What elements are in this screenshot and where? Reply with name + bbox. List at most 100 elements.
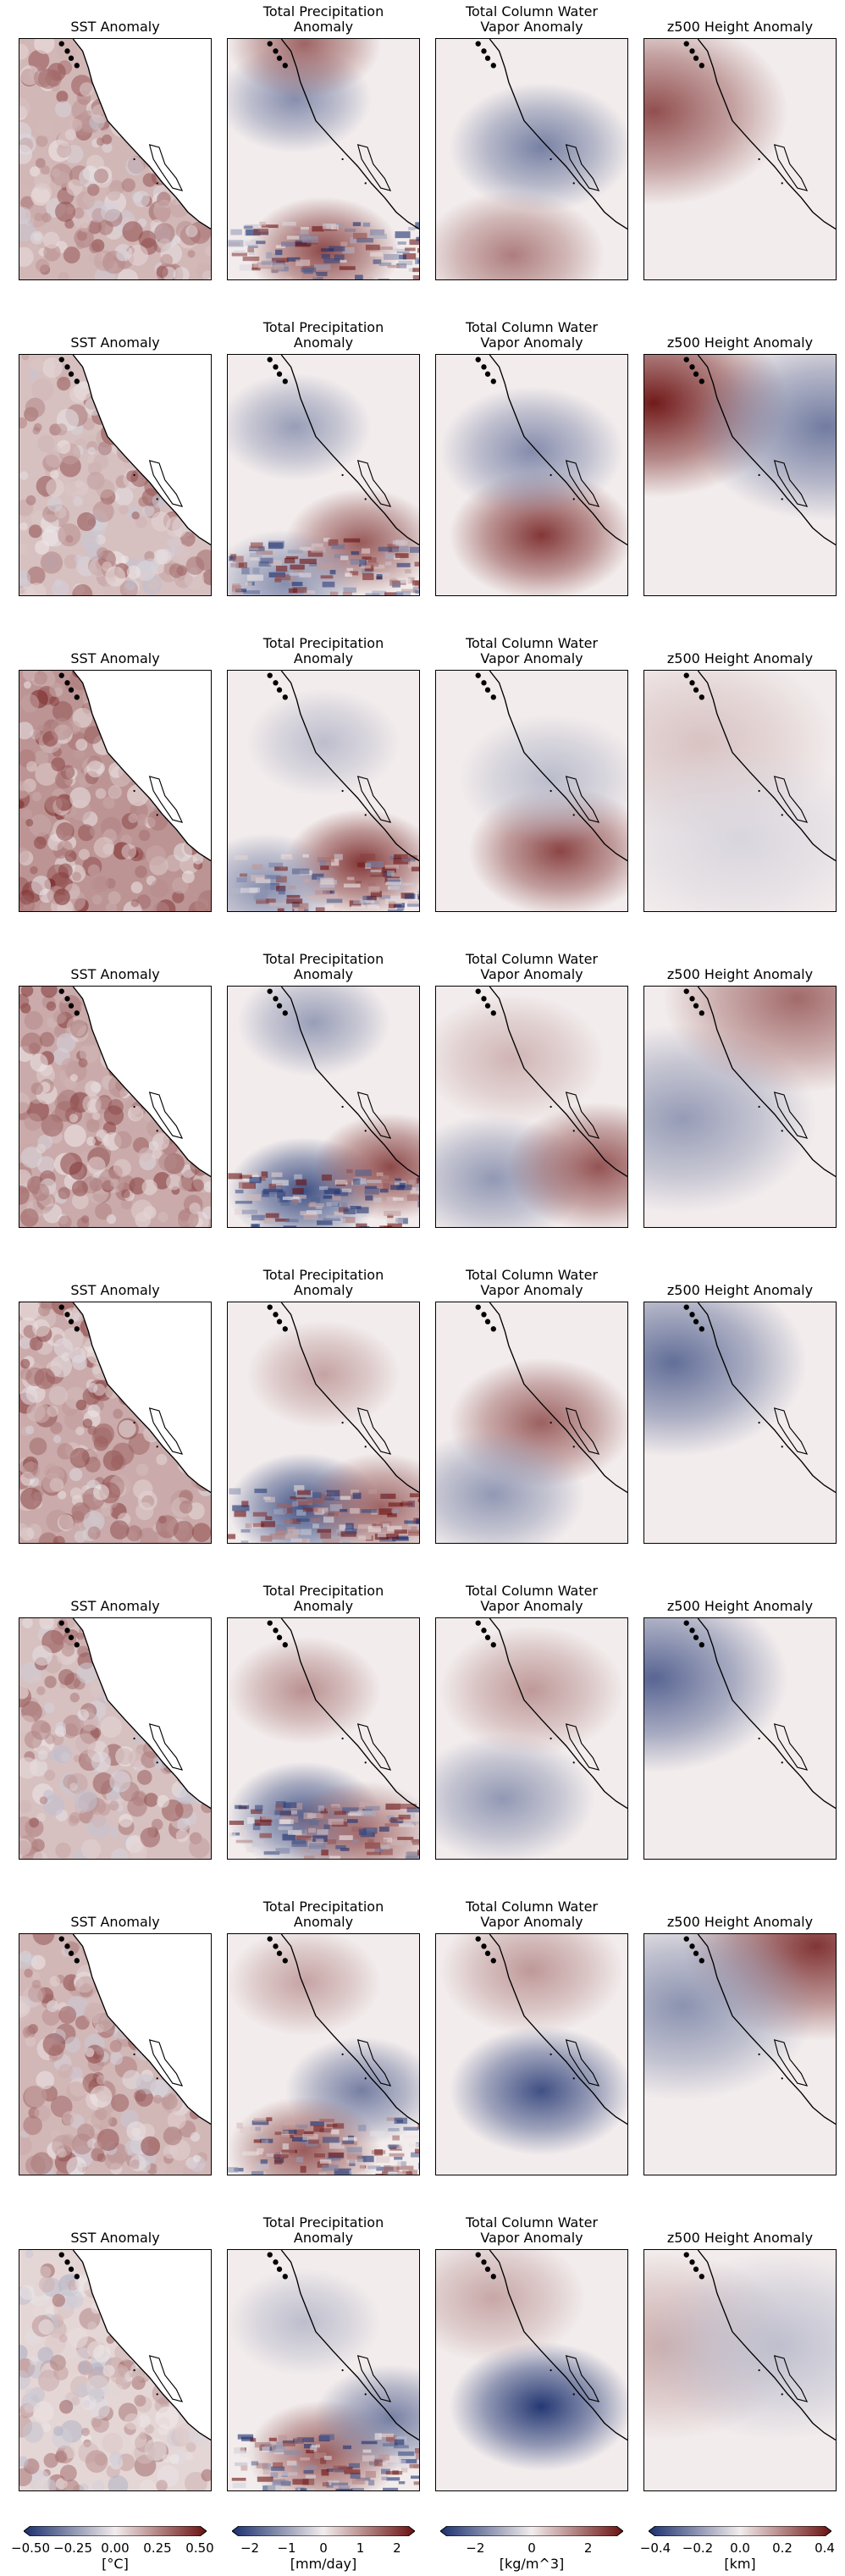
precip-cell xyxy=(334,1190,349,1197)
island-dot xyxy=(64,1943,70,1949)
precip-cell xyxy=(261,260,277,265)
precip-cell xyxy=(268,862,284,868)
island-dot xyxy=(58,2252,64,2258)
island-dot xyxy=(693,1318,699,1324)
panel-title: Total Precipitation Anomaly xyxy=(262,951,384,982)
precip-cell xyxy=(376,2156,390,2164)
island-dot xyxy=(133,1105,135,1108)
sst-cell xyxy=(86,1119,100,1133)
precip-cell xyxy=(329,591,339,595)
sst-cell xyxy=(61,1947,71,1957)
island-dot xyxy=(683,672,689,678)
sst-cell xyxy=(55,201,75,223)
sst-cell xyxy=(100,1716,122,1739)
sst-cell xyxy=(179,1176,193,1191)
precip-cell xyxy=(296,1509,307,1516)
precip-cell xyxy=(417,890,419,896)
sst-cell xyxy=(93,169,109,184)
sst-cell xyxy=(19,781,30,799)
precip-cell xyxy=(405,247,416,252)
island-outline xyxy=(773,2355,809,2402)
anomaly-blob xyxy=(439,386,624,516)
coastline xyxy=(280,987,419,1178)
precip-cell xyxy=(234,1208,250,1215)
precip-cell xyxy=(418,584,419,589)
sst-cell xyxy=(155,1515,179,1539)
precip-cell xyxy=(251,2120,269,2125)
sst-cell xyxy=(95,1202,112,1220)
precip-cell xyxy=(385,2471,403,2475)
island-dot xyxy=(156,814,158,816)
precip-cell xyxy=(362,1810,377,1816)
sst-cell xyxy=(108,2452,123,2466)
sst-cell xyxy=(109,1827,119,1838)
sst-cell xyxy=(36,1812,46,1822)
sst-cell xyxy=(163,2144,179,2159)
sst-cell xyxy=(49,1976,61,1987)
sst-cell xyxy=(93,454,109,470)
precip-cell xyxy=(400,2459,406,2464)
sst-cell xyxy=(19,1757,38,1779)
island-dot xyxy=(699,2274,704,2280)
sst-cell xyxy=(102,2364,115,2377)
island-dot xyxy=(156,2077,158,2080)
sst-cell xyxy=(26,760,37,772)
map-z500 xyxy=(643,986,837,1228)
precip-cell xyxy=(323,1188,340,1195)
island-dot xyxy=(364,1446,367,1448)
precip-cell xyxy=(411,1526,417,1530)
precip-cell xyxy=(307,1499,324,1503)
precip-cell xyxy=(295,1499,313,1506)
island-dot xyxy=(572,814,575,816)
sst-cell xyxy=(34,1368,56,1390)
precip-cell xyxy=(414,585,419,589)
anomaly-blob xyxy=(644,1618,788,1773)
sst-cell xyxy=(69,1811,81,1824)
sst-cell xyxy=(76,1217,90,1227)
colorbar-tick-label: −2 xyxy=(466,2540,485,2556)
precip-cell xyxy=(311,2444,320,2448)
sst-cell xyxy=(111,2093,130,2112)
island-outline xyxy=(148,1723,184,1771)
precip-cell xyxy=(235,1839,253,1844)
island-dot xyxy=(364,498,367,500)
sst-cell xyxy=(19,144,33,164)
precip-cell xyxy=(295,1179,307,1186)
map-sst xyxy=(19,1617,212,1860)
precip-cell xyxy=(300,2488,307,2490)
precip-cell xyxy=(370,2459,378,2467)
sst-cell xyxy=(19,1976,29,1992)
precip-cell xyxy=(231,252,248,257)
precip-cell xyxy=(397,246,411,252)
island-dot xyxy=(699,694,704,700)
sst-cell xyxy=(92,1772,115,1794)
sst-cell xyxy=(109,2039,123,2053)
precip-cell xyxy=(306,2450,314,2454)
precip-cell xyxy=(373,1197,382,1202)
sst-cell xyxy=(167,2110,186,2130)
island-dot xyxy=(699,1010,704,1016)
island-dot xyxy=(267,357,273,362)
sst-cell xyxy=(116,248,129,262)
sst-cell xyxy=(108,785,122,799)
precip-cell xyxy=(242,256,260,262)
sst-cell xyxy=(169,2454,179,2464)
sst-cell xyxy=(91,2416,102,2428)
island-dot xyxy=(683,1304,689,1310)
precip-cell xyxy=(265,1516,273,1521)
precip-cell xyxy=(351,2478,365,2485)
precip-cell xyxy=(228,1173,242,1180)
island-dot xyxy=(689,996,695,1002)
precip-cell xyxy=(395,231,411,239)
precip-cell xyxy=(320,865,329,871)
precip-cell xyxy=(256,898,269,904)
panel-title: Total Precipitation Anomaly xyxy=(262,635,384,666)
map-tcwv xyxy=(435,354,628,596)
precip-cell xyxy=(323,1824,330,1830)
precip-cell xyxy=(291,2463,299,2469)
precip-cell xyxy=(251,875,268,882)
island-dot xyxy=(364,2393,367,2396)
island-dot xyxy=(699,1642,704,1648)
precip-cell xyxy=(312,226,324,232)
sst-cell xyxy=(25,2250,34,2258)
